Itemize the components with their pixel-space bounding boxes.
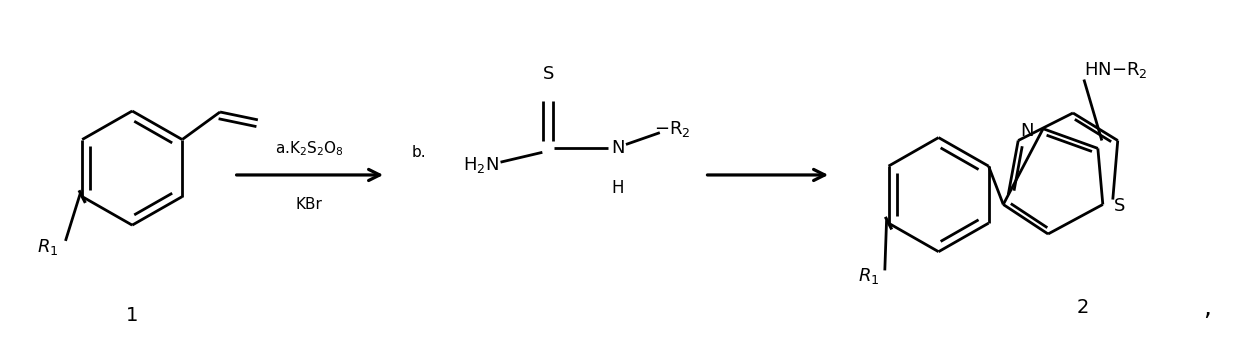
Text: ,: , bbox=[1203, 296, 1211, 320]
Text: 1: 1 bbox=[126, 306, 139, 325]
Text: KBr: KBr bbox=[296, 197, 322, 212]
Text: H$_2$N: H$_2$N bbox=[463, 155, 498, 175]
Text: R$_1$: R$_1$ bbox=[858, 266, 879, 286]
Text: R$_1$: R$_1$ bbox=[37, 237, 58, 257]
Text: S: S bbox=[543, 65, 554, 82]
Text: S: S bbox=[1114, 197, 1126, 215]
Text: 2: 2 bbox=[1076, 298, 1089, 317]
Text: b.: b. bbox=[412, 145, 427, 160]
Text: H: H bbox=[611, 179, 624, 197]
Text: N: N bbox=[1021, 122, 1034, 140]
Text: $-$R$_2$: $-$R$_2$ bbox=[653, 119, 689, 139]
Text: N: N bbox=[611, 139, 625, 157]
Text: HN$-$R$_2$: HN$-$R$_2$ bbox=[1084, 60, 1147, 80]
Text: a.K$_2$S$_2$O$_8$: a.K$_2$S$_2$O$_8$ bbox=[275, 139, 343, 158]
